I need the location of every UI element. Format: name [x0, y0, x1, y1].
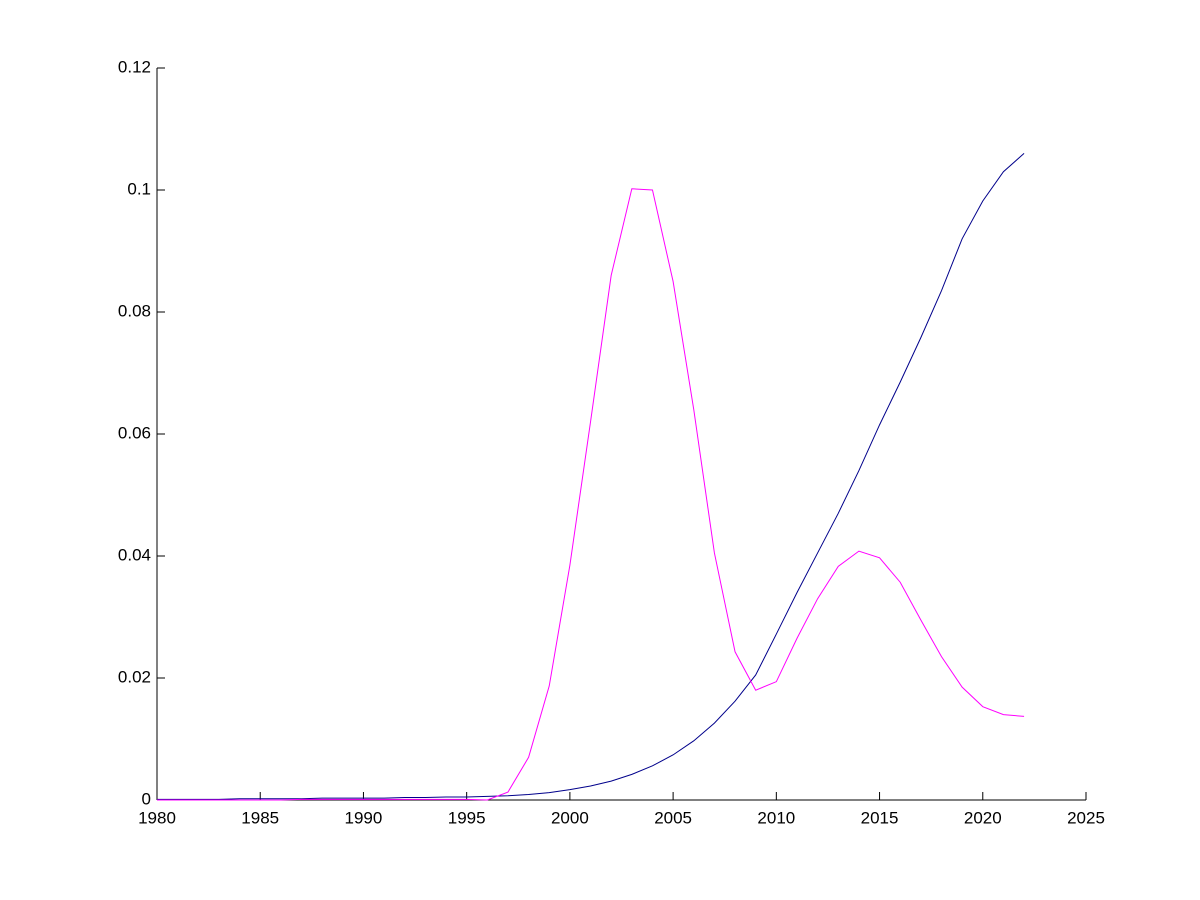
y-tick-label: 0.02: [118, 667, 151, 686]
x-tick-label: 2020: [964, 808, 1002, 827]
series-line: [157, 188, 1025, 801]
y-tick-label: 0: [142, 789, 151, 808]
y-tick-label: 0.04: [118, 545, 151, 564]
x-tick-label: 1980: [138, 808, 176, 827]
x-tick-label: 1990: [345, 808, 383, 827]
y-tick-label: 0.06: [118, 423, 151, 442]
x-tick-label: 2015: [861, 808, 899, 827]
y-tick-label: 0.08: [118, 301, 151, 320]
x-tick-label: 2005: [654, 808, 692, 827]
series-line: [157, 153, 1025, 800]
y-tick-label: 0.12: [118, 57, 151, 76]
x-tick-label: 1995: [448, 808, 486, 827]
x-tick-label: 2025: [1067, 808, 1105, 827]
x-tick-label: 2010: [757, 808, 795, 827]
y-tick-label: 0.1: [127, 179, 151, 198]
x-tick-label: 1985: [241, 808, 279, 827]
x-tick-label: 2000: [551, 808, 589, 827]
